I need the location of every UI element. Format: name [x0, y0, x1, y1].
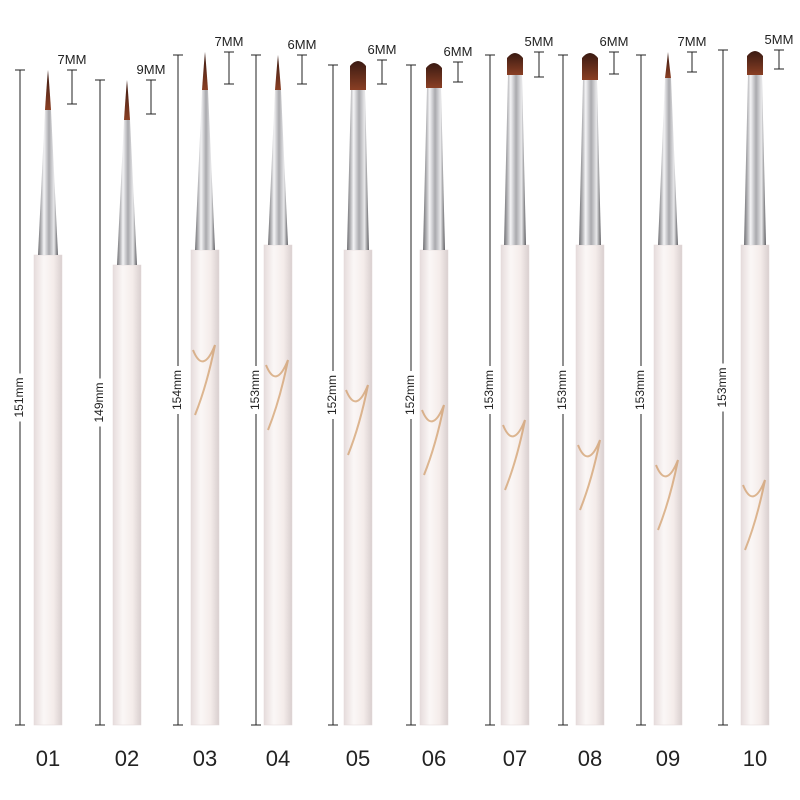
tip-dimension [453, 61, 463, 83]
brush: 6MM 153mm 04 [248, 37, 316, 771]
tip-length-label: 7MM [215, 34, 244, 49]
brush-number: 06 [422, 746, 446, 771]
tip-dimension [297, 54, 307, 85]
brush-number: 04 [266, 746, 290, 771]
length-label-bg [483, 366, 497, 414]
length-label: 151mm [12, 377, 26, 417]
brush: 6MM 153mm 08 [555, 34, 628, 771]
brush-ferrule [579, 80, 601, 245]
brush-ferrule [423, 88, 445, 250]
brush: 5MM 153mm 10 [715, 32, 793, 771]
length-label: 153mm [715, 367, 729, 407]
brush-tip [202, 52, 208, 90]
length-label-bg [404, 371, 418, 419]
brush-handle [419, 249, 449, 726]
length-label: 152mm [325, 375, 339, 415]
brush-ferrule [38, 110, 58, 255]
length-label-bg [326, 371, 340, 419]
length-label-bg [171, 366, 185, 414]
length-label: 153mm [248, 370, 262, 410]
brush-number: 07 [503, 746, 527, 771]
brush-number: 09 [656, 746, 680, 771]
brush-tip [665, 52, 671, 78]
brush-tip [124, 80, 130, 120]
length-label: 153mm [482, 370, 496, 410]
tip-dimension [377, 59, 387, 85]
brush-handle [343, 249, 373, 726]
brush: 6MM 152mm 05 [325, 42, 396, 771]
marble-streak [742, 479, 766, 551]
marble-streak [577, 439, 601, 511]
brush-handle [500, 244, 530, 726]
tip-length-label: 9MM [137, 62, 166, 77]
tip-length-label: 7MM [678, 34, 707, 49]
marble-streak [192, 344, 216, 416]
brush: 7MM 151mm 01 [12, 52, 86, 771]
brush-tip [45, 70, 51, 110]
brush-ferrule [117, 120, 137, 265]
brush-tip [350, 61, 366, 90]
marble-streak [345, 384, 369, 456]
length-label-bg [716, 363, 730, 412]
tip-length-label: 5MM [765, 32, 794, 47]
tip-dimension [609, 51, 619, 75]
tip-dimension [224, 51, 234, 85]
brush: 5MM 153mm 07 [482, 34, 553, 771]
tip-length-label: 6MM [600, 34, 629, 49]
length-label-bg [13, 373, 27, 422]
brush: 7MM 154mm 03 [170, 34, 243, 771]
length-label-bg [556, 366, 570, 414]
length-label: 154mm [170, 370, 184, 410]
length-label: 149mm [92, 382, 106, 422]
marble-streak [265, 359, 289, 431]
marble-streak [421, 404, 445, 476]
marble-streak [655, 459, 679, 531]
brush-number: 10 [743, 746, 767, 771]
brush-number: 05 [346, 746, 370, 771]
brush-handle [653, 244, 683, 726]
length-label-bg [249, 366, 263, 414]
length-label-bg [93, 378, 107, 427]
brush-ferrule [347, 90, 369, 250]
brush: 7MM 153mm 09 [633, 34, 706, 771]
tip-dimension [534, 51, 544, 78]
brush-tip [582, 53, 598, 80]
tip-length-label: 6MM [288, 37, 317, 52]
tip-length-label: 5MM [525, 34, 554, 49]
tip-dimension [67, 69, 77, 105]
brush-number: 03 [193, 746, 217, 771]
tip-length-label: 7MM [58, 52, 87, 67]
brush-ferrule [658, 78, 678, 245]
brush-tip [275, 55, 281, 90]
brush: 9MM 149mm 02 [92, 62, 165, 771]
length-label: 152mm [403, 375, 417, 415]
brush-handle [33, 254, 63, 726]
tip-dimension [146, 79, 156, 115]
length-label: 153mm [633, 370, 647, 410]
tip-dimension [774, 49, 784, 70]
brush-ferrule [504, 75, 526, 245]
brush-handle [575, 244, 605, 726]
length-label-bg [634, 366, 648, 414]
brush-handle [263, 244, 293, 726]
brush-number: 02 [115, 746, 139, 771]
tip-length-label: 6MM [368, 42, 397, 57]
tip-dimension [687, 51, 697, 73]
brush-tip [747, 51, 763, 75]
brush-handle [190, 249, 220, 726]
brush-ferrule [195, 90, 215, 250]
brush-ferrule [268, 90, 288, 245]
marble-streak [502, 419, 526, 491]
brush-number: 08 [578, 746, 602, 771]
brush-tip [426, 63, 442, 88]
brush: 6MM 152mm 06 [403, 44, 472, 771]
tip-length-label: 6MM [444, 44, 473, 59]
brush-handle [112, 264, 142, 726]
brush-tip [507, 53, 523, 75]
brush-number: 01 [36, 746, 60, 771]
brush-ferrule [744, 75, 766, 245]
length-label: 153mm [555, 370, 569, 410]
